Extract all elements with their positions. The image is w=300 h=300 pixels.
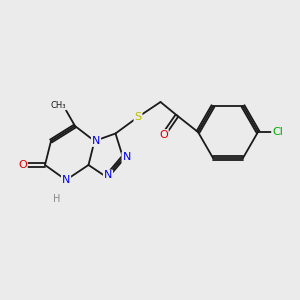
Text: N: N [62, 175, 70, 185]
Text: H: H [53, 194, 61, 205]
Text: Cl: Cl [272, 127, 283, 137]
Text: CH₃: CH₃ [51, 100, 66, 109]
Text: N: N [122, 152, 131, 163]
Text: O: O [18, 160, 27, 170]
Text: O: O [159, 130, 168, 140]
Text: N: N [92, 136, 100, 146]
Text: N: N [104, 170, 112, 181]
Text: S: S [134, 112, 142, 122]
